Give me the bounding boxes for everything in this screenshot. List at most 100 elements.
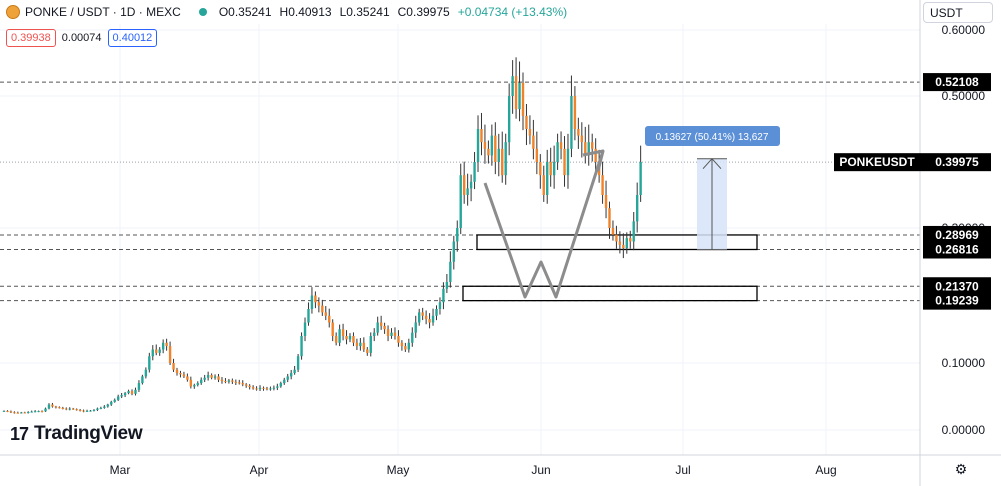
candle xyxy=(262,386,265,391)
candle xyxy=(2,410,6,412)
sell-price-button[interactable]: 0.39938 xyxy=(6,29,56,47)
candle xyxy=(411,327,414,347)
candle xyxy=(601,161,604,204)
candle xyxy=(421,307,424,321)
level-price-tag xyxy=(923,291,991,310)
y-tick-label: 0.10000 xyxy=(942,356,986,370)
level-price-tag xyxy=(923,277,991,296)
candle xyxy=(130,389,134,396)
gear-icon[interactable]: ⚙ xyxy=(954,461,968,477)
candlestick-series xyxy=(2,57,642,414)
candle xyxy=(435,305,438,321)
candle xyxy=(483,124,487,164)
candle xyxy=(566,133,570,189)
candle xyxy=(231,378,234,384)
candle xyxy=(300,332,303,360)
candle xyxy=(462,161,466,204)
measure-tool: 0.13627 (50.41%) 13,627 xyxy=(645,126,780,251)
candle xyxy=(573,86,577,141)
candle xyxy=(497,133,500,177)
level-price-tag xyxy=(923,240,991,259)
candle xyxy=(632,211,635,251)
candle xyxy=(587,124,590,166)
candle xyxy=(466,173,469,206)
candle xyxy=(341,323,345,341)
candle xyxy=(106,403,109,408)
chart-grid xyxy=(0,24,920,455)
candle xyxy=(44,407,47,412)
quote-panel: 0.39938 0.00074 0.40012 xyxy=(6,29,158,47)
w-pattern-line[interactable] xyxy=(483,150,605,299)
candle xyxy=(328,308,331,328)
candle xyxy=(72,407,75,410)
candle xyxy=(99,406,103,410)
candle xyxy=(110,400,113,406)
candle xyxy=(521,72,525,131)
candle xyxy=(366,347,369,356)
candle xyxy=(393,327,397,340)
level-price-label: 0.21370 xyxy=(935,279,979,293)
currency-selector[interactable]: USDT xyxy=(923,2,993,23)
candle xyxy=(255,386,258,391)
candle xyxy=(424,310,428,325)
candle xyxy=(206,371,210,381)
candle xyxy=(307,302,310,326)
candle xyxy=(51,402,54,408)
x-tick-label: Jul xyxy=(675,463,690,477)
ohlc-open: O0.35241 xyxy=(218,5,272,19)
x-tick-label: Aug xyxy=(815,463,836,477)
buy-price-button[interactable]: 0.40012 xyxy=(107,29,158,47)
candle xyxy=(490,124,494,166)
candle xyxy=(625,232,628,254)
candle xyxy=(449,251,452,288)
candle xyxy=(542,165,545,202)
candle xyxy=(556,133,559,170)
candle xyxy=(618,231,622,254)
candle xyxy=(134,387,137,396)
candle xyxy=(549,147,552,187)
x-tick-label: Jun xyxy=(531,463,550,477)
candle xyxy=(40,410,44,413)
candle xyxy=(418,308,421,326)
tradingview-logo: 17 TradingView xyxy=(10,423,143,445)
candle xyxy=(200,377,203,385)
candle xyxy=(321,299,324,316)
level-price-label: 0.52108 xyxy=(935,75,979,89)
candle xyxy=(78,408,82,412)
ohlc-close: C0.39975 xyxy=(397,5,450,19)
level-price-label: 0.26816 xyxy=(935,242,979,256)
candle xyxy=(155,344,158,356)
candle xyxy=(96,407,99,411)
candle xyxy=(577,117,580,149)
candle xyxy=(172,358,175,372)
candle xyxy=(6,410,9,413)
symbol-title[interactable]: PONKE / USDT · 1D · MEXC xyxy=(25,5,181,19)
candle xyxy=(189,376,193,389)
candle xyxy=(501,131,504,183)
zone-box[interactable] xyxy=(462,285,758,302)
ohlc-high: H0.40913 xyxy=(279,5,332,19)
axis-labels: 0.600000.500000.300000.100000.00000MarAp… xyxy=(110,23,991,477)
ohlc-change: +0.04734 (+13.43%) xyxy=(457,5,568,19)
candle xyxy=(258,385,262,392)
candle xyxy=(525,104,528,146)
candle xyxy=(459,163,462,235)
candle xyxy=(563,136,566,187)
candle xyxy=(116,394,120,401)
candle xyxy=(286,373,289,383)
candle xyxy=(639,145,642,202)
candle xyxy=(61,406,65,410)
candle xyxy=(165,338,168,351)
candle xyxy=(442,282,445,310)
level-price-tag xyxy=(923,225,991,244)
level-price-tag xyxy=(923,73,991,92)
y-tick-label: 0.00000 xyxy=(942,423,986,437)
candle xyxy=(58,406,61,409)
candle xyxy=(629,230,632,249)
coin-logo-icon xyxy=(6,5,20,19)
candle xyxy=(383,322,386,334)
candle xyxy=(635,182,639,233)
candle xyxy=(151,345,154,361)
